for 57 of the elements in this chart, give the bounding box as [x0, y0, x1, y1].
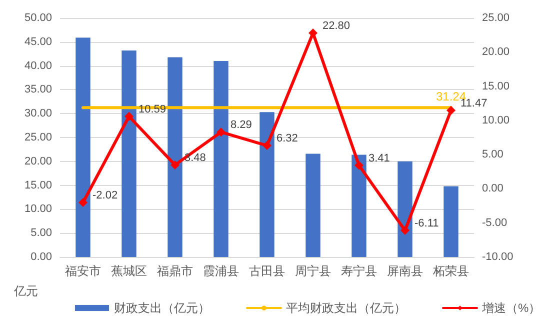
bar [260, 112, 274, 257]
point [78, 198, 88, 208]
x-tick-label: 霞浦县 [203, 264, 239, 278]
y-tick-label: 20.00 [24, 155, 52, 168]
legend-label: 财政支出（亿元） [114, 301, 210, 315]
y-tick-label: 15.00 [24, 179, 52, 192]
y-tick-label: 45.00 [24, 36, 52, 48]
x-tick-label: 寿宁县 [341, 264, 377, 278]
y2-tick-label: -10.00 [482, 251, 514, 263]
data-label: 8.29 [230, 119, 252, 132]
y-axis-title: 亿元 [13, 284, 38, 298]
point [308, 28, 318, 38]
y-tick-label: 0.00 [30, 251, 52, 263]
bar [398, 161, 412, 257]
point [262, 141, 272, 150]
point [400, 226, 410, 235]
point [216, 128, 226, 137]
x-tick-label: 柘荣县 [432, 264, 469, 278]
y-tick-label: 30.00 [24, 108, 52, 120]
y2-tick-label: 20.00 [482, 46, 510, 58]
point [124, 112, 134, 121]
bar [352, 154, 366, 257]
y-tick-label: 40.00 [24, 60, 52, 72]
y-tick-label: 10.00 [24, 203, 52, 216]
data-label: 6.32 [276, 132, 298, 145]
bar [444, 186, 458, 257]
point [354, 160, 364, 170]
y-tick-label: 35.00 [24, 84, 52, 96]
bar [122, 50, 136, 257]
x-tick-label: 福鼎市 [157, 264, 193, 278]
x-tick-label: 屏南县 [387, 264, 423, 278]
y2-tick-label: 5.00 [482, 148, 504, 161]
data-label: -6.11 [414, 217, 439, 230]
y2-tick-label: 15.00 [482, 80, 510, 92]
y-tick-label: 50.00 [24, 12, 52, 24]
y-tick-label: 5.00 [30, 227, 52, 240]
x-tick-label: 古田县 [249, 264, 285, 278]
data-label: 3.48 [184, 152, 206, 164]
point [446, 106, 456, 115]
bar [168, 57, 182, 257]
y-tick-label: 25.00 [24, 132, 52, 144]
y2-tick-label: 0.00 [482, 182, 504, 195]
data-label: -2.02 [92, 190, 118, 202]
x-tick-label: 周宁县 [295, 264, 331, 278]
data-label: 22.80 [322, 20, 350, 32]
bar [214, 61, 228, 257]
data-label: 3.41 [368, 152, 390, 164]
x-tick-label: 蕉城区 [111, 264, 147, 278]
bar [306, 154, 320, 257]
point [170, 160, 180, 170]
y2-tick-label: -5.00 [482, 216, 508, 229]
legend-label: 增速（%） [481, 301, 541, 315]
legend-label: 平均财政支出（亿元） [286, 301, 406, 315]
y2-tick-label: 25.00 [482, 12, 510, 24]
y2-tick-label: 10.00 [482, 114, 510, 126]
bar [76, 38, 90, 257]
x-tick-label: 福安市 [65, 264, 101, 278]
